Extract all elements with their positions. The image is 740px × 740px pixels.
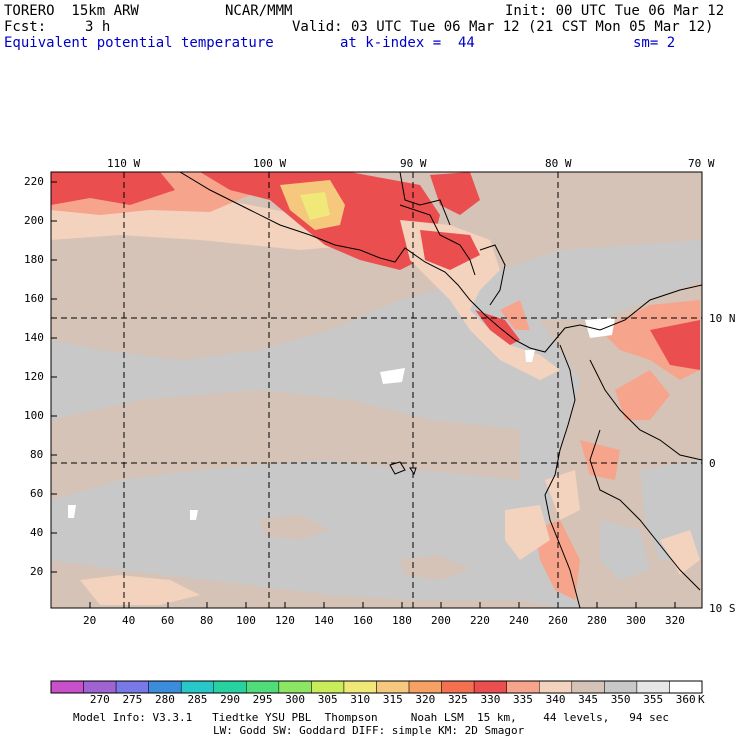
smoothing-info: sm= 2 [633, 35, 676, 51]
level-info: at k-index = 44 [340, 35, 475, 51]
colorbar-label: 295 [252, 693, 273, 706]
x-tick-label: 60 [161, 614, 175, 627]
colorbar-label: 270 [89, 693, 110, 706]
colorbar-swatch [571, 680, 605, 694]
x-tick-label: 200 [431, 614, 451, 627]
colorbar-label: 335 [513, 693, 533, 706]
colorbar-unit: K [698, 693, 705, 706]
x-tick-label: 300 [626, 614, 646, 627]
colorbar-label: 275 [122, 693, 143, 706]
x-tick-label: 240 [509, 614, 529, 627]
colorbar-label: 360 [675, 693, 696, 706]
colorbar-label: 325 [447, 693, 468, 706]
colorbar-swatch [278, 680, 312, 694]
valid-time: Valid: 03 UTC Tue 06 Mar 12 (21 CST Mon … [292, 19, 714, 35]
lon-label-110w: 110 W [107, 157, 141, 170]
lon-label-100w: 100 W [253, 157, 287, 170]
model-info: Model Info: V3.3.1 Tiedtke YSU PBL Thomp… [73, 711, 670, 724]
lon-label-80w: 80 W [545, 157, 572, 170]
x-tick-label: 160 [353, 614, 373, 627]
colorbar-label: 315 [382, 693, 403, 706]
init-time: Init: 00 UTC Tue 06 Mar 12 [505, 3, 725, 19]
colorbar-swatch [115, 680, 149, 694]
colorbar-swatch [636, 680, 670, 694]
lon-label-90w: 90 W [400, 157, 427, 170]
colorbar-swatch [148, 680, 182, 694]
y-tick-label: 220 [24, 175, 44, 188]
lon-label-70w: 70 W [688, 157, 715, 170]
colorbar-swatch [473, 680, 507, 694]
colorbar [50, 680, 703, 694]
colorbar-swatch [441, 680, 475, 694]
colorbar-swatch [669, 680, 703, 694]
colorbar-label: 290 [220, 693, 240, 706]
colorbar-swatch [376, 680, 410, 694]
x-tick-label: 220 [470, 614, 490, 627]
y-tick-label: 20 [30, 565, 44, 578]
physics-info: LW: Godd SW: Goddard DIFF: simple KM: 2D… [213, 724, 525, 737]
colorbar-swatch [213, 680, 247, 694]
colorbar-label: 320 [415, 693, 436, 706]
colorbar-label: 285 [187, 693, 208, 706]
y-tick-label: 40 [30, 526, 44, 539]
y-tick-label: 100 [24, 409, 44, 422]
x-tick-label: 80 [200, 614, 214, 627]
colorbar-label: 305 [317, 693, 338, 706]
equivalent-potential-temperature-field [51, 172, 702, 608]
field-name: Equivalent potential temperature [4, 35, 274, 51]
map-frame [50, 171, 703, 609]
y-tick-label: 120 [24, 370, 44, 383]
axis-ticks [51, 181, 676, 608]
y-tick-label: 160 [24, 292, 44, 305]
lat-label-10n: 10 N [709, 312, 736, 325]
lat-label-0: 0 [709, 457, 716, 470]
forecast-label: Fcst: [4, 19, 47, 35]
forecast-hours: 3 h [85, 19, 111, 35]
colorbar-label: 355 [643, 693, 664, 706]
colorbar-label: 300 [285, 693, 306, 706]
colorbar-swatch [50, 680, 84, 694]
y-tick-label: 80 [30, 448, 44, 461]
y-tick-label: 180 [24, 253, 44, 266]
x-tick-label: 20 [83, 614, 97, 627]
colorbar-swatch [408, 680, 442, 694]
x-tick-label: 320 [665, 614, 685, 627]
colorbar-swatch [311, 680, 345, 694]
coastlines [179, 172, 702, 608]
colorbar-swatch [604, 680, 638, 694]
y-tick-label: 200 [24, 214, 44, 227]
x-tick-label: 180 [392, 614, 412, 627]
colorbar-label: 345 [578, 693, 598, 706]
x-tick-label: 260 [548, 614, 568, 627]
colorbar-swatch [83, 680, 117, 694]
x-tick-label: 40 [122, 614, 136, 627]
colorbar-swatch [180, 680, 214, 694]
colorbar-swatch [506, 680, 540, 694]
colorbar-label: 350 [610, 693, 631, 706]
colorbar-label: 280 [154, 693, 175, 706]
model-title: TORERO 15km ARW [4, 3, 139, 19]
colorbar-label: 340 [545, 693, 566, 706]
colorbar-swatch [246, 680, 280, 694]
graticule [51, 172, 702, 608]
x-tick-label: 120 [275, 614, 295, 627]
colorbar-swatch [343, 680, 377, 694]
y-tick-label: 60 [30, 487, 44, 500]
x-tick-label: 100 [236, 614, 256, 627]
x-tick-label: 140 [314, 614, 334, 627]
center-name: NCAR/MMM [225, 3, 293, 19]
y-tick-label: 140 [24, 331, 44, 344]
lat-label-10s: 10 S [709, 602, 736, 615]
colorbar-frame [50, 680, 703, 694]
x-tick-label: 280 [587, 614, 607, 627]
colorbar-label: 330 [480, 693, 501, 706]
colorbar-swatch [539, 680, 573, 694]
colorbar-label: 310 [350, 693, 371, 706]
